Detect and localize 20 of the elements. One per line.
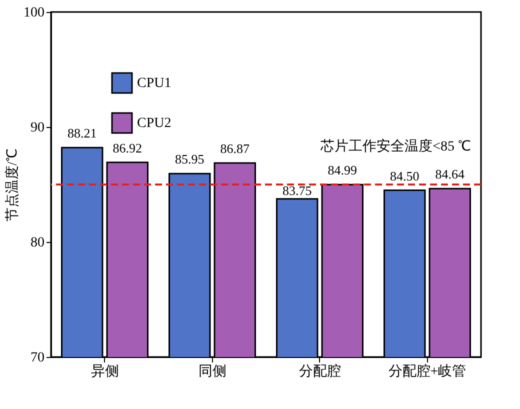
data-label: 83.75 (282, 182, 312, 198)
data-label: 85.95 (174, 152, 204, 167)
x-tick-label: 异侧 (90, 364, 119, 380)
data-label: 88.21 (67, 126, 97, 141)
y-tick-label: 100 (24, 6, 44, 20)
data-label: 86.92 (112, 140, 142, 156)
legend-label: CPU2 (137, 116, 172, 131)
y-tick-label: 90 (30, 120, 44, 136)
x-tick-label: 同侧 (198, 364, 226, 380)
data-label: 86.87 (220, 140, 250, 156)
y-tick-label: 70 (30, 350, 44, 366)
x-tick-label: 分配腔+岐管 (388, 364, 466, 380)
data-label: 84.99 (328, 162, 358, 178)
data-label: 84.50 (390, 168, 420, 184)
y-tick-label: 80 (30, 236, 44, 250)
data-label: 84.64 (435, 166, 466, 182)
ref-line-label: 芯片工作安全温度<85 ℃ (320, 138, 471, 154)
x-tick-label: 分配腔 (298, 364, 341, 380)
legend-label: CPU1 (137, 76, 172, 91)
y-axis-title: 节点温度/℃ (4, 148, 20, 222)
